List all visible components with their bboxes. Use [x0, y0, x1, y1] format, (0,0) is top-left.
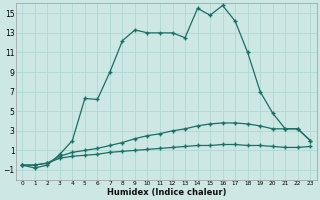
X-axis label: Humidex (Indice chaleur): Humidex (Indice chaleur)	[107, 188, 226, 197]
